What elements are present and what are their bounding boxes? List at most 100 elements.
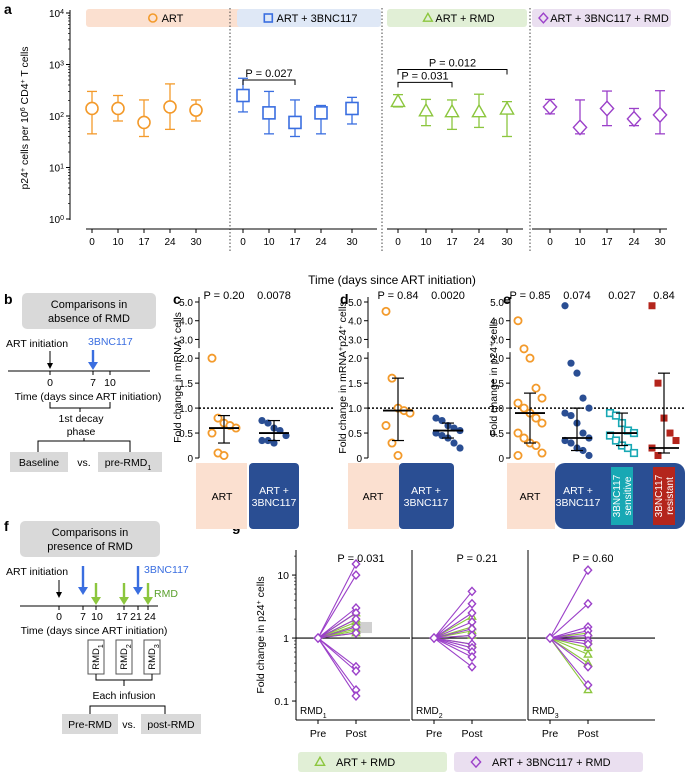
timeline-x-label-f: Time (days since ART initiation): [21, 625, 168, 637]
pvalue-1: 0.0020: [431, 290, 465, 302]
panel-a-y-label: p24+ cells per 106 CD4+ T cells: [19, 46, 31, 189]
data-point: [381, 421, 391, 431]
green-post-marker: [583, 649, 593, 658]
purple-post-marker: [583, 679, 593, 690]
data-point: [585, 451, 593, 460]
post-rmd-label-f: post-RMD: [147, 719, 195, 731]
baseline-label: Baseline: [19, 457, 59, 469]
data-point: [450, 439, 458, 447]
purple-trajectory: [549, 603, 589, 639]
category-box-1: [399, 463, 454, 529]
data-point: [519, 433, 529, 443]
x-tick-label: Pre: [426, 728, 443, 740]
y-label-part: +: [173, 336, 180, 340]
purple-post-marker: [467, 607, 477, 618]
median-marker-2-1: [418, 102, 434, 117]
purple-trajectory: [433, 621, 473, 639]
data-point: [531, 413, 541, 423]
category-box-0: [348, 463, 399, 529]
panel-c: 0 0.5 1.0 1.5 2.0 3.0 4.0 5.0 P = 0.20 0.0078 ART A…: [172, 290, 334, 529]
group-header-title-3: ART + 3BNC117 + RMD: [550, 13, 669, 25]
y-tick-base: 10: [49, 61, 61, 72]
median-marker-2-0: [390, 93, 406, 108]
pvalue-2: 0.027: [608, 290, 636, 302]
subplot-1-label: RMD2: [416, 706, 443, 720]
y-tick-label: 5.0: [179, 298, 193, 309]
median-marker-3-0: [542, 98, 558, 116]
y-tick-label: 102: [49, 112, 64, 124]
pvalue-bracket-0: [242, 79, 296, 86]
purple-trajectory: [549, 637, 589, 668]
data-point: [629, 448, 639, 458]
panel-g-y-label: Fold change in p24+ cells: [255, 576, 267, 693]
tick-label-f-10: 10: [91, 611, 103, 623]
data-point: [381, 306, 391, 316]
x-tick-label: 24: [315, 237, 327, 248]
panel-d: 0 0.5 1.0 1.5 2.0 3.0 4.0 5.0 P = 0.84 0.0020 ART A…: [337, 290, 503, 529]
rmd-box-2-label: RMD2: [119, 644, 133, 670]
rmd-arrowhead-2: [119, 597, 129, 605]
median-marker-1-0: [236, 88, 250, 103]
y-tick-label: 10: [277, 570, 289, 582]
legend-marker-0: [314, 755, 326, 767]
purple-post-marker: [467, 652, 477, 663]
median-marker-3-2: [599, 100, 615, 117]
data-point: [579, 394, 587, 402]
phase-label-line-2: phase: [67, 426, 96, 438]
x-tick-label: 30: [501, 237, 513, 248]
purple-trajectory: [317, 632, 357, 639]
panel-label-d: d: [340, 291, 349, 307]
pre-marker: [313, 632, 323, 644]
y-label-part: cells: [337, 301, 349, 325]
data-point: [666, 429, 674, 437]
data-point: [611, 411, 621, 420]
data-point: [537, 393, 547, 403]
x-tick-label: 10: [420, 237, 432, 248]
rmd-label-f: RMD: [154, 588, 178, 600]
x-tick-label: Post: [345, 728, 366, 740]
median-marker-2-4: [499, 100, 515, 115]
panel-f-title-box: [20, 521, 160, 557]
panel_e-y-label: Fold change in p24+ cells: [488, 319, 500, 436]
art-initiation-arrowhead-f: [56, 592, 62, 598]
panel-f-title-line-1: Comparisons in: [52, 527, 128, 539]
each-infusion-label: Each infusion: [92, 690, 155, 702]
category-label-line: sensitive: [623, 476, 634, 515]
antibody-label: 3BNC117: [88, 336, 133, 348]
x-tick-label: 17: [289, 237, 301, 248]
category-box-1: [249, 463, 299, 529]
purple-post-marker: [351, 691, 361, 702]
purple-post-marker: [467, 598, 477, 609]
purple-post-marker: [351, 558, 361, 569]
rmd-box-1-label: RMD1: [91, 644, 105, 670]
data-point: [579, 429, 587, 437]
y-tick-label: 104: [49, 9, 64, 21]
median-marker-2-3: [471, 103, 487, 118]
timeline-x-label: Time (days since ART initiation): [15, 391, 162, 403]
category-label-1-0: ART +: [259, 485, 289, 497]
median-marker-1-1: [262, 106, 276, 120]
median-marker-1-3: [314, 106, 328, 120]
tick-label-f-7: 7: [80, 611, 86, 623]
y-label-part: Fold change in mRNA: [337, 351, 349, 454]
pvalue-1: 0.074: [563, 290, 591, 302]
purple-trajectory: [433, 637, 473, 668]
y-label-part: Fold change in mRNA: [172, 340, 184, 443]
category-label-bg-3: [653, 467, 675, 525]
subplot-0-pvalue: P = 0.031: [337, 553, 384, 565]
y-tick-exp: 0: [60, 215, 64, 222]
antibody-arrowhead: [88, 362, 98, 370]
purple-trajectory: [433, 637, 473, 649]
data-point: [387, 438, 397, 448]
subplot-1-pvalue: P = 0.21: [456, 553, 497, 565]
data-point: [648, 302, 656, 310]
x-tick-label: 0: [240, 237, 246, 248]
purple-post-marker: [583, 598, 593, 609]
y-tick-label: 2.0: [179, 354, 193, 365]
x-tick-label: Post: [461, 728, 482, 740]
y-tick-exp: 1: [60, 163, 64, 170]
x-tick-label: 30: [346, 237, 358, 248]
tick-label-f-24: 24: [144, 611, 156, 623]
